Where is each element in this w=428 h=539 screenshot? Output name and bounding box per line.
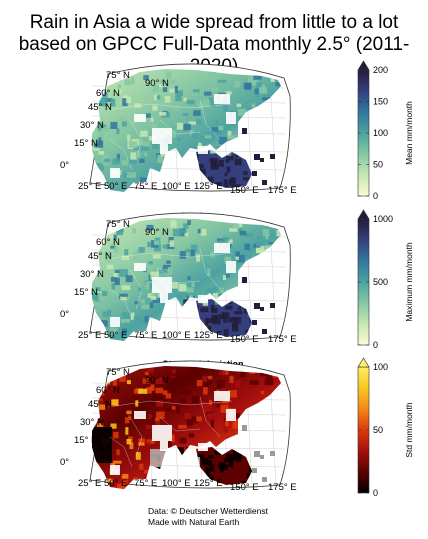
lat-label-maximum-2: 60° N <box>96 237 120 248</box>
lon-label-mean-0: 25° E <box>78 181 101 192</box>
colorbar-tick-std-2: 100 <box>373 362 388 372</box>
colorbar-tick-mean-0: 0 <box>373 191 378 201</box>
lat-label-mean-2: 60° N <box>96 88 120 99</box>
map-mean: 90° N 75° N 60° N 45° N 30° N 15° N 0° 25° E 50°… <box>60 60 414 201</box>
colorbar-tick-mean-2: 100 <box>373 128 388 138</box>
borders-maximum <box>107 248 233 320</box>
colorbar-tick-mean-1: 50 <box>373 160 383 170</box>
lon-label-mean-4: 125° E <box>194 181 223 192</box>
colorbar-maximum: 0 500 1000 Maximum mm/month <box>357 209 414 350</box>
lat-label-mean-0: 90° N <box>145 78 169 89</box>
colorbar-std: 0 50 100 Std mm/month <box>357 357 414 498</box>
colorbar-tick-mean-3: 150 <box>373 97 388 107</box>
lat-label-maximum-0: 90° N <box>145 227 169 238</box>
lon-label-std-6: 175° E <box>268 482 297 493</box>
lat-label-std-1: 75° N <box>106 367 130 378</box>
colorbar-label-std: Std mm/month <box>404 402 414 458</box>
lat-label-std-4: 30° N <box>80 417 104 428</box>
lat-label-maximum-1: 75° N <box>106 219 130 230</box>
lon-label-maximum-4: 125° E <box>194 330 223 341</box>
lat-label-std-0: 90° N <box>145 375 169 386</box>
lon-label-std-4: 125° E <box>194 478 223 489</box>
colorbar-extend-mean <box>357 60 370 71</box>
map-std: 90° N 75° N 60° N 45° N 30° N 15° N 0° 25° E 50°… <box>60 357 414 498</box>
lat-label-mean-3: 45° N <box>88 102 112 113</box>
colorbar-label-maximum: Maximum mm/month <box>404 242 414 322</box>
lon-label-maximum-3: 100° E <box>162 330 191 341</box>
lon-label-std-3: 100° E <box>162 478 191 489</box>
colorbar-extend-std <box>357 357 370 368</box>
lat-label-maximum-6: 0° <box>60 309 69 320</box>
lon-label-maximum-6: 175° E <box>268 334 297 345</box>
colorbar-extend-maximum <box>357 209 370 220</box>
lat-label-maximum-4: 30° N <box>80 269 104 280</box>
credits-data-source: Data: © Deutscher Wetterdienst <box>148 506 268 516</box>
lon-label-mean-5: 150° E <box>230 185 259 196</box>
lat-label-mean-4: 30° N <box>80 120 104 131</box>
colorbar-tick-mean-4: 200 <box>373 65 388 75</box>
lat-label-mean-5: 15° N <box>74 138 98 149</box>
lon-label-mean-1: 50° E <box>104 181 127 192</box>
lon-label-maximum-5: 150° E <box>230 334 259 345</box>
borders-mean <box>107 99 233 171</box>
lat-label-mean-6: 0° <box>60 160 69 171</box>
lat-label-std-2: 60° N <box>96 385 120 396</box>
map-maximum: 90° N 75° N 60° N 45° N 30° N 15° N 0° 25° E 50°… <box>60 209 414 350</box>
lat-label-maximum-3: 45° N <box>88 251 112 262</box>
lat-label-std-6: 0° <box>60 457 69 468</box>
lon-label-maximum-1: 50° E <box>104 330 127 341</box>
lon-label-std-5: 150° E <box>230 482 259 493</box>
colorbar-tick-maximum-2: 1000 <box>373 214 393 224</box>
lat-label-std-3: 45° N <box>88 399 112 410</box>
lat-label-std-5: 15° N <box>74 435 98 446</box>
lat-label-mean-1: 75° N <box>106 70 130 81</box>
lon-label-std-2: 75° E <box>134 478 157 489</box>
chart-title-line-1: Rain in Asia a wide spread from little t… <box>29 12 399 33</box>
credits: Data: © Deutscher Wetterdienst Made with… <box>148 506 268 528</box>
borders-std <box>107 396 233 468</box>
colorbar-tick-maximum-0: 0 <box>373 340 378 350</box>
colorbar-label-mean: Mean mm/month <box>404 101 414 165</box>
colorbar-tick-std-1: 50 <box>373 425 383 435</box>
lon-label-mean-6: 175° E <box>268 185 297 196</box>
lat-label-maximum-5: 15° N <box>74 287 98 298</box>
credits-natural-earth: Made with Natural Earth <box>148 517 240 527</box>
lon-label-mean-3: 100° E <box>162 181 191 192</box>
lon-label-maximum-0: 25° E <box>78 330 101 341</box>
colorbar-tick-std-0: 0 <box>373 488 378 498</box>
lon-label-std-0: 25° E <box>78 478 101 489</box>
lon-label-mean-2: 75° E <box>134 181 157 192</box>
lon-label-std-1: 50° E <box>104 478 127 489</box>
colorbar-mean: 0 50 100 150 200 Mean mm/month <box>357 60 414 201</box>
lon-label-maximum-2: 75° E <box>134 330 157 341</box>
colorbar-tick-maximum-1: 500 <box>373 277 388 287</box>
